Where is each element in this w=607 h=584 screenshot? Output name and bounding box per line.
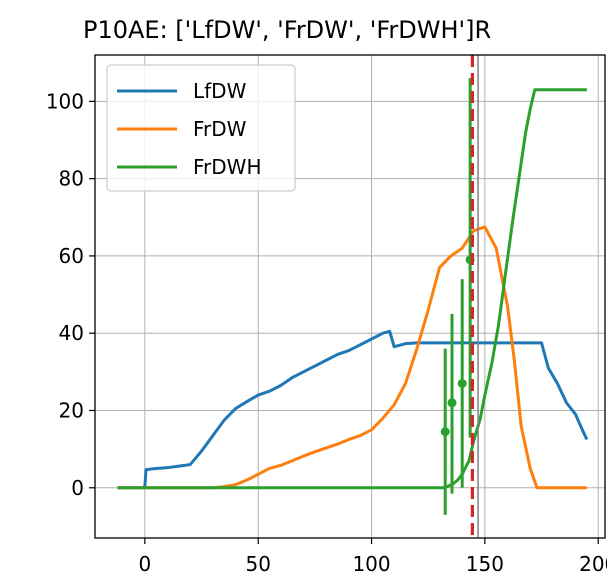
series-layer [117, 78, 589, 515]
plot-frame [94, 54, 606, 539]
x-tick-label: 50 [245, 552, 270, 576]
y-tick-label: 0 [71, 476, 84, 500]
x-tick-label: 0 [138, 552, 151, 576]
series-line-frdwh [117, 88, 587, 490]
legend-label: FrDW [193, 117, 247, 141]
chart-title: P10AE: ['LfDW', 'FrDW', 'FrDWH']R [83, 16, 491, 44]
legend-label: LfDW [193, 79, 247, 103]
error-bar-point [447, 398, 457, 408]
y-tick-label: 20 [59, 398, 84, 422]
series-line-lfdw [117, 329, 589, 490]
error-bar-point [457, 378, 467, 388]
legend-box [106, 64, 296, 192]
error-bar-point [440, 427, 450, 437]
legend: LfDW FrDW FrDWH [106, 64, 296, 192]
axis-ticks: 0 50 100 150 200 0 20 40 60 80 100 [46, 89, 607, 576]
y-tick-label: 100 [46, 89, 84, 113]
legend-label: FrDWH [193, 155, 262, 179]
x-tick-label: 100 [352, 552, 390, 576]
x-tick-label: 200 [579, 552, 607, 576]
x-tick-label: 150 [466, 552, 504, 576]
vline-layer [470, 55, 479, 538]
y-tick-label: 40 [59, 321, 84, 345]
y-tick-label: 60 [59, 244, 84, 268]
series-line-frdw [117, 225, 587, 490]
y-tick-label: 80 [59, 167, 84, 191]
